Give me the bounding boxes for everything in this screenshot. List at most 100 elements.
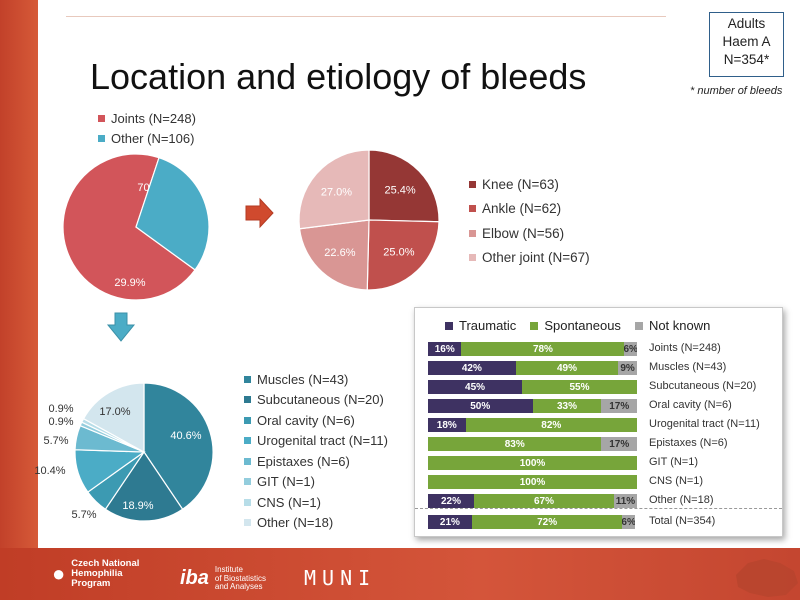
bar-segment: 21% xyxy=(428,515,472,529)
legend-swatch xyxy=(98,135,105,143)
pie-slice xyxy=(298,149,370,230)
pie-other-sites: 40.6% 18.9% 5.7% 10.4% 5.7% 0.9%0.9% 17.0% xyxy=(34,382,214,522)
legend-item: Other joint (N=67) xyxy=(469,246,590,271)
legend-label: Other (N=106) xyxy=(111,131,195,147)
footer-text: of Biostatistics xyxy=(214,573,267,583)
bar-row: 50% 33% 17% xyxy=(428,399,637,413)
legend-item: Epistaxes (N=6) xyxy=(244,451,388,472)
legend-item: GIT (N=1) xyxy=(244,472,388,493)
box-line: Adults xyxy=(727,16,766,31)
pie-slice xyxy=(62,153,196,301)
legend-swatch xyxy=(244,437,251,445)
pie-value-label: 25.4% xyxy=(384,185,415,197)
pie-value-label: 18.9% xyxy=(122,500,153,512)
footer-text: Hemophilia xyxy=(71,568,123,579)
legend-item: Traumatic xyxy=(445,318,516,333)
bar-segment: 49% xyxy=(515,361,619,375)
bar-segment: 11% xyxy=(613,494,637,508)
legend-label: CNS (N=1) xyxy=(257,494,321,510)
bar-segment: 100% xyxy=(428,475,637,489)
bar-segment: 6% xyxy=(622,515,635,529)
footer-logo-iba: iba Institute of Biostatistics and Analy… xyxy=(180,565,295,592)
bar-segment: 72% xyxy=(471,515,623,529)
pie-slice xyxy=(82,382,145,454)
footer-text: Institute xyxy=(214,565,243,574)
bar-row: 16%78%6% xyxy=(428,342,637,356)
legend-pie-joints: Knee (N=63) Ankle (N=62) Elbow (N=56) Ot… xyxy=(469,172,590,270)
legend-item: Oral cavity (N=6) xyxy=(244,410,388,431)
bar-row: 21%72%6% xyxy=(428,515,637,529)
bar-segment: 16% xyxy=(428,342,462,356)
bar-row: 22% 67% 11% xyxy=(428,494,637,508)
legend-swatch xyxy=(244,498,251,506)
legend-swatch xyxy=(469,180,476,188)
bar-segment: 78% xyxy=(461,342,625,356)
bar-segment: 6% xyxy=(624,342,637,356)
pie-slice xyxy=(135,156,210,271)
pie-value-label: 29.9% xyxy=(114,277,145,289)
bar-category-label: Oral cavity (N=6) xyxy=(649,399,732,411)
pie-value-label: 5.7% xyxy=(71,509,96,521)
legend-label: Other joint (N=67) xyxy=(482,250,590,266)
bar-category-label: CNS (N=1) xyxy=(649,475,704,487)
arrow-right-icon xyxy=(245,197,274,229)
legend-label: Elbow (N=56) xyxy=(482,225,565,241)
bar-segment: 55% xyxy=(522,380,637,394)
pie-slice xyxy=(368,149,440,223)
legend-item: Other (N=18) xyxy=(244,513,388,534)
footer-bar xyxy=(0,548,800,600)
left-accent-bar xyxy=(0,0,38,548)
slide-title: Location and etiology of bleeds xyxy=(90,56,587,97)
pie-charts-canvas: 70.1%29.9% 25.4% 25.0% 22.6% 27.0% 40.6% 18.… xyxy=(34,149,440,522)
legend-swatch xyxy=(98,114,105,122)
legend-item: Other (N=106) xyxy=(98,129,196,150)
footnote: * number of bleeds xyxy=(690,85,783,97)
bar-category-label: Epistaxes (N=6) xyxy=(649,437,728,449)
footer-logo-muni: MUNI xyxy=(304,566,377,590)
bar-row: 45% 55% xyxy=(428,380,637,394)
legend-swatch xyxy=(244,478,251,486)
bar-segment: 100% xyxy=(428,456,637,470)
pie-slice xyxy=(143,382,214,511)
bar-segment: 45% xyxy=(428,380,523,394)
legend-label: Ankle (N=62) xyxy=(482,201,562,217)
footer-text: Program xyxy=(71,578,111,589)
legend-item: CNS (N=1) xyxy=(244,492,388,513)
pie-value-label: 0.9% xyxy=(48,403,73,415)
pie-slice xyxy=(366,219,440,291)
legend-label: Not known xyxy=(648,318,711,333)
pie-joint-sites: 25.4% 25.0% 22.6% 27.0% xyxy=(298,149,440,291)
bar-segment: 83% xyxy=(428,437,602,451)
footer-text: iba xyxy=(180,567,209,590)
legend-label: Urogenital tract (N=11) xyxy=(257,433,388,449)
box-line: Haem A xyxy=(722,34,771,49)
pie-slice xyxy=(104,450,184,522)
legend-swatch xyxy=(244,396,251,404)
bar-category-label: Muscles (N=43) xyxy=(649,361,727,373)
pie-value-label: 25.0% xyxy=(383,246,414,258)
bar-segment: 42% xyxy=(428,361,516,375)
footer-text: and Analyses xyxy=(214,582,263,591)
legend-item: Not known xyxy=(634,318,711,333)
bar-segment: 17% xyxy=(601,437,637,451)
footer-text: Czech National xyxy=(71,558,140,569)
pie-value-label: 22.6% xyxy=(324,247,355,259)
pie-value-label: 0.9% xyxy=(48,416,73,428)
legend-item: Knee (N=63) xyxy=(469,172,590,197)
legend-item: Muscles (N=43) xyxy=(244,369,388,390)
legend-label: Muscles (N=43) xyxy=(257,371,349,387)
legend-pie-location: Joints (N=248) Other (N=106) xyxy=(98,108,196,149)
bar-segment: 82% xyxy=(465,418,637,432)
molecule-icon: ● xyxy=(52,561,66,586)
legend-item: Urogenital tract (N=11) xyxy=(244,431,388,452)
bar-category-label: Urogenital tract (N=11) xyxy=(649,418,760,430)
bar-row: 100% xyxy=(428,475,637,489)
bar-row: 83% 17% xyxy=(428,437,637,451)
legend-label: Other (N=18) xyxy=(257,515,334,531)
legend-item: Subcutaneous (N=20) xyxy=(244,390,388,411)
top-divider xyxy=(66,16,666,17)
legend-swatch xyxy=(244,416,251,424)
bar-row: 18% 82% xyxy=(428,418,637,432)
bar-segment: 17% xyxy=(601,399,637,413)
pie-value-label: 10.4% xyxy=(34,465,65,477)
